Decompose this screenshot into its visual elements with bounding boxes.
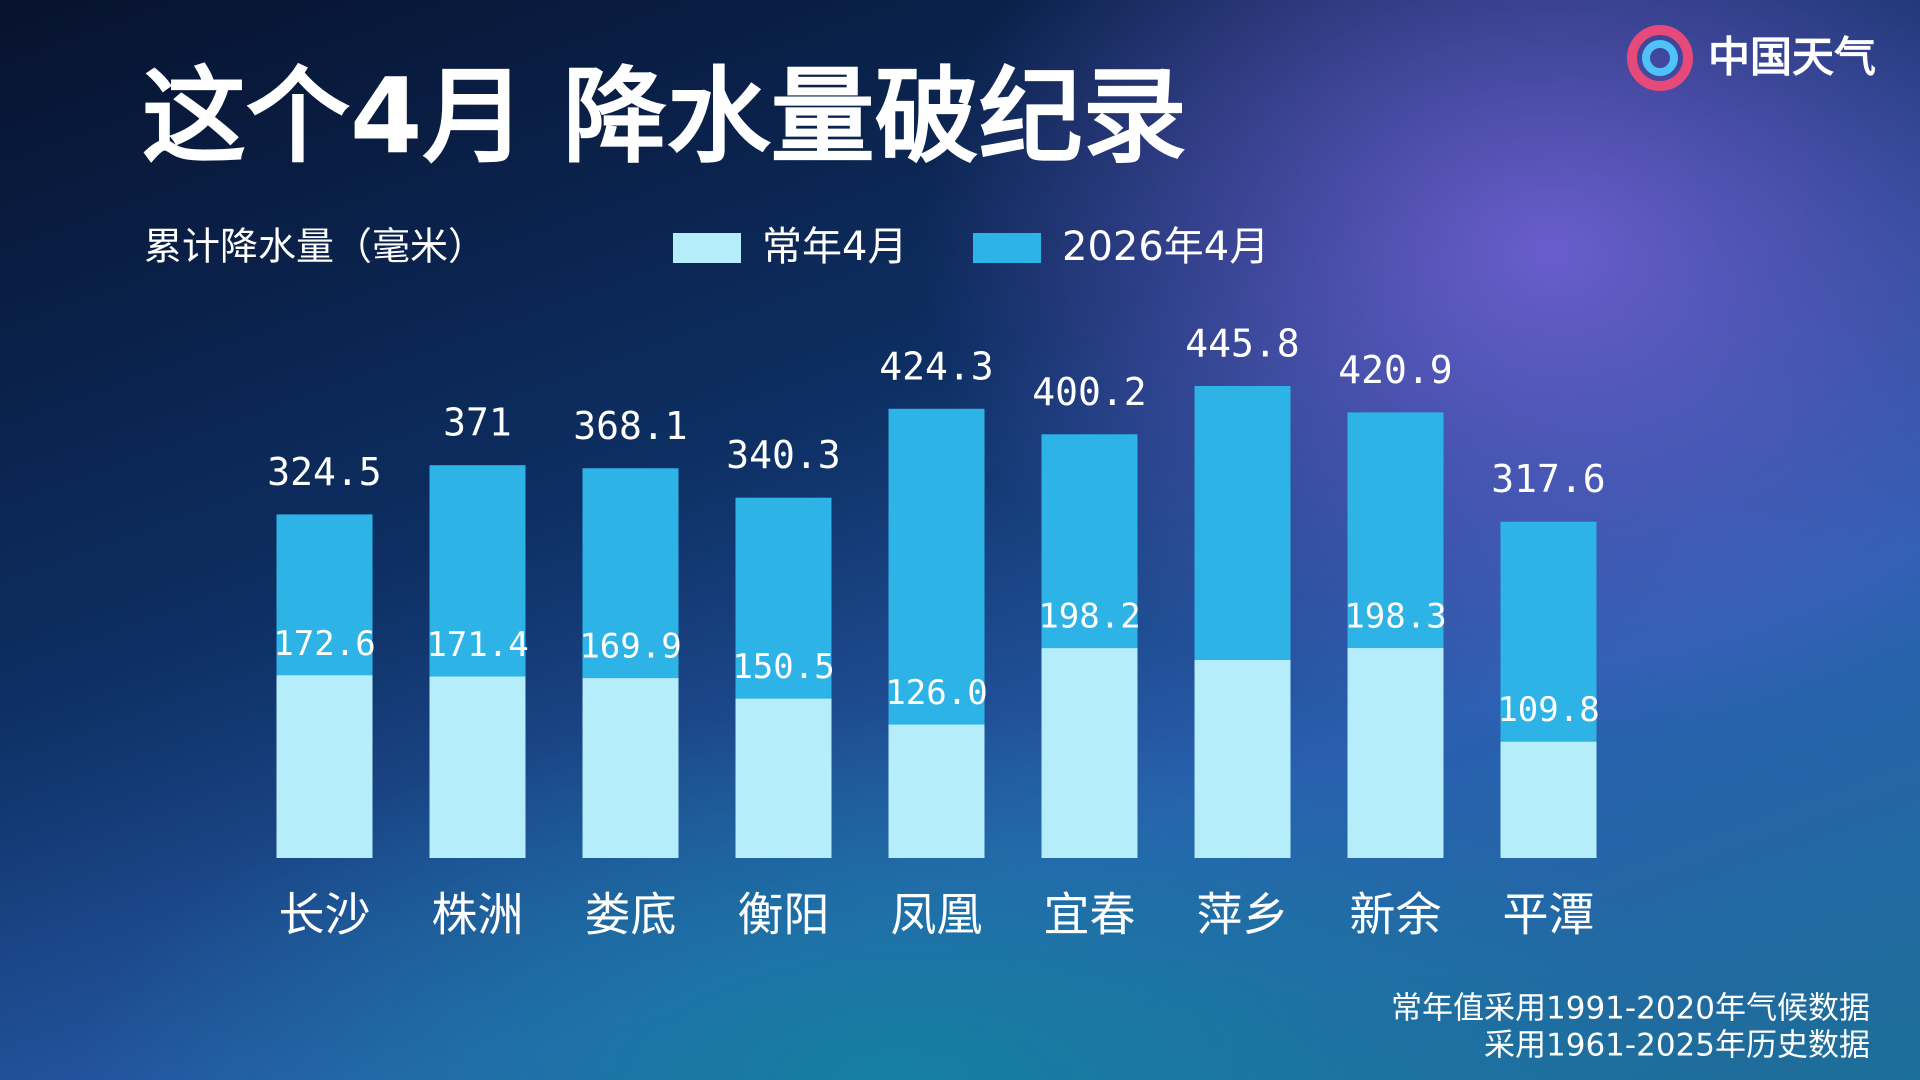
data-label: 420.9 bbox=[1338, 348, 1452, 392]
bar bbox=[429, 676, 526, 858]
chart-title: 这个4月 降水量破纪录 bbox=[142, 55, 1187, 177]
legend-label: 2026年4月 bbox=[1062, 224, 1269, 270]
x-tick-label: 长沙 bbox=[279, 888, 371, 942]
data-label: 445.8 bbox=[1185, 322, 1299, 366]
data-label: 198.3 bbox=[1344, 597, 1446, 637]
legend-swatch bbox=[973, 233, 1041, 263]
logo-icon bbox=[1642, 40, 1678, 76]
x-tick-label: 平潭 bbox=[1503, 888, 1595, 942]
footnote: 常年值采用1991-2020年气候数据 bbox=[1391, 991, 1870, 1027]
footnote: 采用1961-2025年历史数据 bbox=[1484, 1028, 1870, 1064]
x-tick-label: 萍乡 bbox=[1197, 888, 1289, 942]
x-tick-label: 宜春 bbox=[1044, 888, 1136, 942]
axis-label: 累计降水量（毫米） bbox=[144, 225, 486, 269]
legend-label: 常年4月 bbox=[762, 224, 907, 270]
data-label: 424.3 bbox=[879, 344, 993, 388]
data-label: 172.6 bbox=[273, 624, 375, 664]
x-tick-label: 凤凰 bbox=[891, 888, 983, 942]
x-tick-label: 新余 bbox=[1350, 888, 1442, 942]
data-label: 368.1 bbox=[573, 404, 687, 448]
bar bbox=[276, 675, 373, 858]
data-label: 150.5 bbox=[732, 647, 834, 687]
x-tick-label: 娄底 bbox=[585, 888, 677, 942]
x-tick-label: 株洲 bbox=[432, 888, 524, 942]
x-tick-label: 衡阳 bbox=[738, 888, 830, 942]
bar bbox=[582, 678, 679, 858]
data-label: 324.5 bbox=[267, 450, 381, 494]
logo: 中国天气 bbox=[1627, 25, 1876, 91]
bar bbox=[1347, 648, 1444, 858]
bar bbox=[1041, 648, 1138, 858]
bar bbox=[888, 724, 985, 858]
data-label: 317.6 bbox=[1491, 457, 1605, 501]
data-label: 169.9 bbox=[579, 627, 681, 667]
bar bbox=[735, 698, 832, 858]
logo-text: 中国天气 bbox=[1708, 33, 1876, 82]
bar bbox=[1194, 660, 1291, 858]
legend-swatch bbox=[673, 233, 741, 263]
data-label: 340.3 bbox=[726, 433, 840, 477]
data-label: 400.2 bbox=[1032, 370, 1146, 414]
bar bbox=[1500, 741, 1597, 858]
data-label: 198.2 bbox=[1038, 597, 1140, 637]
data-label: 109.8 bbox=[1497, 690, 1599, 730]
logo-icon bbox=[1627, 25, 1693, 91]
data-label: 171.4 bbox=[426, 625, 528, 665]
data-label: 371 bbox=[443, 401, 512, 445]
data-label: 126.0 bbox=[885, 673, 987, 713]
